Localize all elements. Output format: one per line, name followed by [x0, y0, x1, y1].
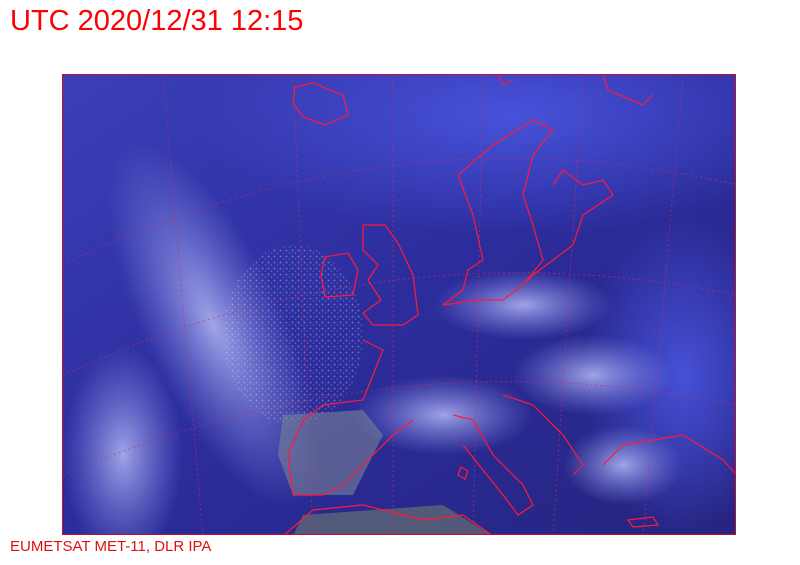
- graticule: [63, 75, 735, 534]
- coastlines: [284, 75, 735, 534]
- satellite-map: [62, 74, 736, 535]
- image-credit: EUMETSAT MET-11, DLR IPA: [10, 538, 212, 555]
- satellite-image: [63, 75, 735, 534]
- timestamp-title: UTC 2020/12/31 12:15: [10, 5, 304, 37]
